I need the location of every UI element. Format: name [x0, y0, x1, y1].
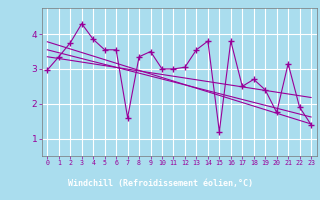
- Text: Windchill (Refroidissement éolien,°C): Windchill (Refroidissement éolien,°C): [68, 179, 252, 188]
